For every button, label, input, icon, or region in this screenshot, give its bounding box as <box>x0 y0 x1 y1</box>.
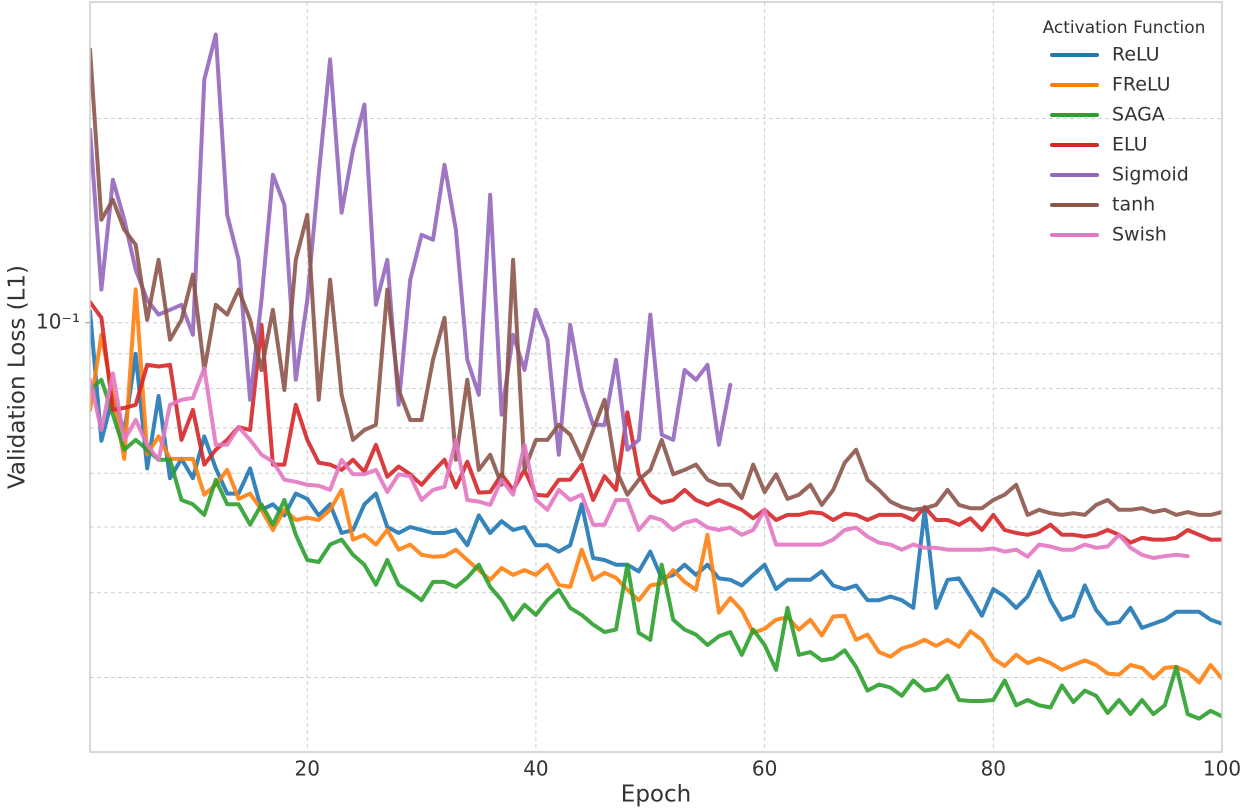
ticks: 20 40 60 80 100 10⁻¹ <box>36 309 1241 780</box>
legend-label: Swish <box>1112 224 1167 246</box>
legend-label: SAGA <box>1112 104 1165 126</box>
series-line <box>90 366 1190 560</box>
x-axis-label: Epoch <box>621 782 691 808</box>
legend-label: ReLU <box>1112 44 1160 66</box>
x-tick-label: 20 <box>295 757 320 781</box>
y-axis-label: Validation Loss (L1) <box>5 265 31 489</box>
legend-label: tanh <box>1112 194 1155 216</box>
legend: Activation Function ReLU FReLU SAGA ELU Sigm… <box>1043 18 1206 246</box>
series-line <box>90 32 733 457</box>
y-tick-label: 10⁻¹ <box>36 309 80 333</box>
series-line <box>90 287 1222 685</box>
legend-label: ELU <box>1112 134 1148 156</box>
legend-label: FReLU <box>1112 74 1171 96</box>
series-line <box>90 300 1222 545</box>
series-line <box>90 377 1222 721</box>
series-line <box>90 47 1222 517</box>
plot-area <box>90 32 1222 721</box>
legend-title: Activation Function <box>1043 18 1206 38</box>
axes-frame <box>89 1 1223 753</box>
x-tick-label: 40 <box>523 757 548 781</box>
x-tick-label: 60 <box>752 757 777 781</box>
legend-label: Sigmoid <box>1112 164 1189 186</box>
x-tick-label: 80 <box>981 757 1006 781</box>
x-tick-label: 100 <box>1203 757 1241 781</box>
